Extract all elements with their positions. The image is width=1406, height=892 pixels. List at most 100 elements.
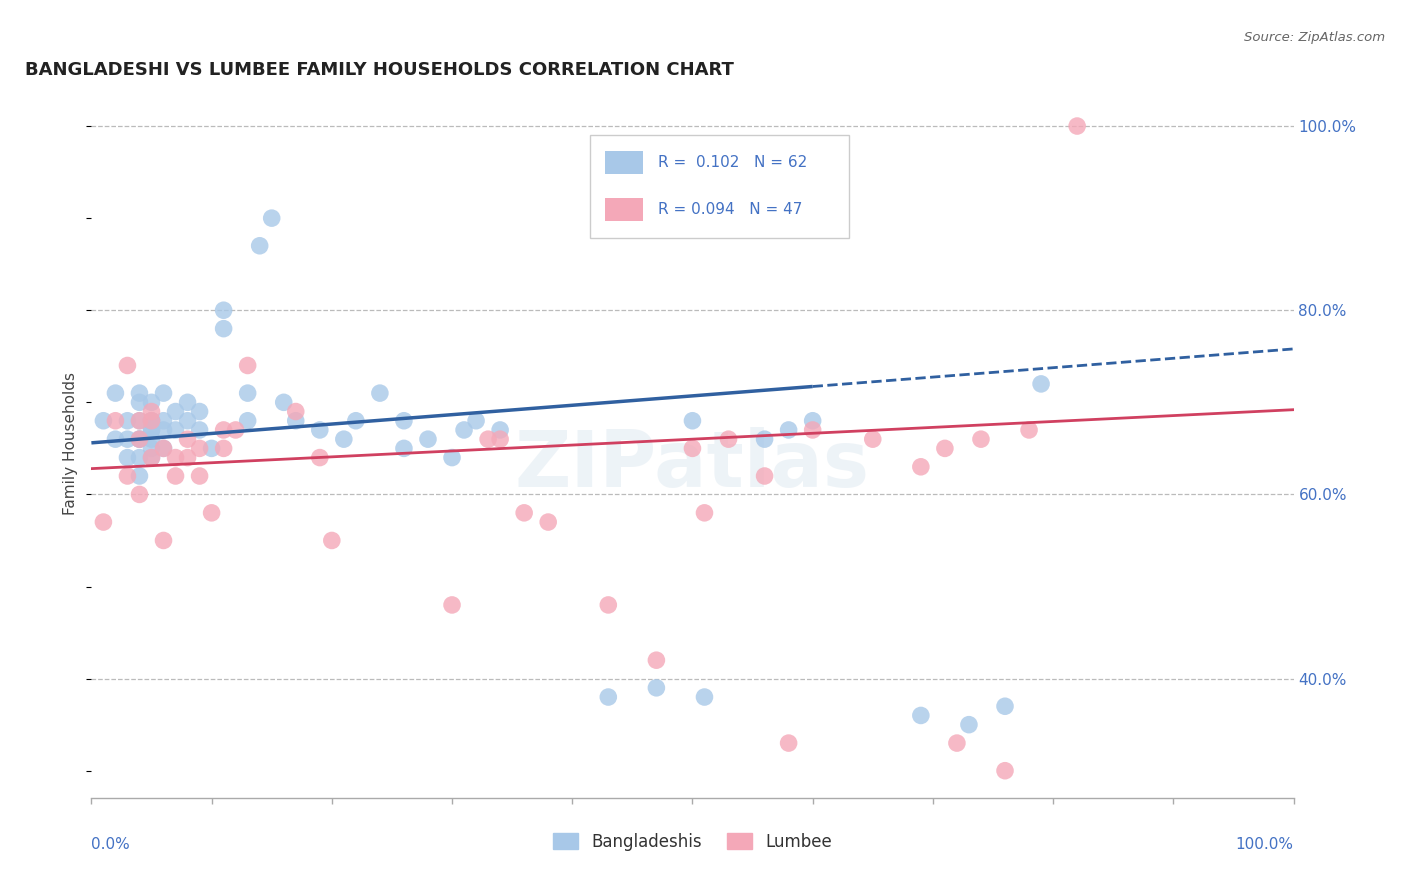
Point bbox=[104, 432, 127, 446]
Point bbox=[141, 423, 163, 437]
Point bbox=[236, 386, 259, 401]
Point bbox=[104, 386, 127, 401]
Point bbox=[141, 395, 163, 409]
Point bbox=[392, 442, 415, 456]
Point bbox=[152, 423, 174, 437]
Point bbox=[598, 690, 620, 704]
Point bbox=[778, 736, 800, 750]
Point bbox=[93, 515, 115, 529]
Point bbox=[344, 414, 367, 428]
Text: ZIPatlas: ZIPatlas bbox=[515, 427, 870, 503]
Point bbox=[117, 469, 139, 483]
Point bbox=[141, 404, 163, 418]
Point bbox=[176, 395, 198, 409]
Point bbox=[212, 442, 235, 456]
Point bbox=[128, 432, 150, 446]
Point bbox=[249, 239, 271, 253]
Point bbox=[754, 469, 776, 483]
Point bbox=[308, 450, 330, 465]
Point bbox=[128, 469, 150, 483]
Point bbox=[416, 432, 439, 446]
Point bbox=[141, 432, 163, 446]
FancyBboxPatch shape bbox=[591, 136, 849, 238]
Point bbox=[308, 423, 330, 437]
Point bbox=[236, 414, 259, 428]
Point bbox=[489, 432, 512, 446]
Point bbox=[165, 423, 187, 437]
Point bbox=[236, 359, 259, 373]
Point bbox=[910, 708, 932, 723]
Point bbox=[152, 414, 174, 428]
Point bbox=[1066, 119, 1088, 133]
Point bbox=[141, 423, 163, 437]
Point bbox=[910, 459, 932, 474]
Point bbox=[117, 450, 139, 465]
Point bbox=[188, 404, 211, 418]
Point bbox=[537, 515, 560, 529]
Point bbox=[225, 423, 247, 437]
Point bbox=[681, 442, 703, 456]
Point bbox=[141, 442, 163, 456]
Point bbox=[489, 423, 512, 437]
Text: Source: ZipAtlas.com: Source: ZipAtlas.com bbox=[1244, 31, 1385, 45]
Point bbox=[994, 699, 1017, 714]
Point bbox=[165, 404, 187, 418]
Point bbox=[128, 450, 150, 465]
Point bbox=[141, 450, 163, 465]
Point bbox=[141, 450, 163, 465]
Point bbox=[165, 469, 187, 483]
Point bbox=[273, 395, 295, 409]
Point bbox=[128, 386, 150, 401]
Point bbox=[862, 432, 884, 446]
Point bbox=[93, 414, 115, 428]
Point bbox=[152, 386, 174, 401]
Point bbox=[117, 432, 139, 446]
Point bbox=[645, 681, 668, 695]
Point bbox=[128, 432, 150, 446]
Y-axis label: Family Households: Family Households bbox=[63, 372, 79, 516]
Point bbox=[128, 414, 150, 428]
Text: R = 0.094   N = 47: R = 0.094 N = 47 bbox=[658, 202, 801, 218]
Point bbox=[201, 506, 224, 520]
Point bbox=[645, 653, 668, 667]
Point bbox=[368, 386, 391, 401]
Point bbox=[260, 211, 283, 226]
Point bbox=[957, 717, 980, 731]
Point bbox=[801, 414, 824, 428]
Point bbox=[152, 533, 174, 548]
Point bbox=[128, 487, 150, 501]
Point bbox=[1029, 376, 1052, 391]
Point bbox=[970, 432, 993, 446]
Point bbox=[104, 414, 127, 428]
Text: 0.0%: 0.0% bbox=[91, 838, 131, 853]
FancyBboxPatch shape bbox=[605, 151, 643, 174]
Text: R =  0.102   N = 62: R = 0.102 N = 62 bbox=[658, 154, 807, 169]
Point bbox=[141, 414, 163, 428]
Point bbox=[778, 423, 800, 437]
Point bbox=[392, 414, 415, 428]
Point bbox=[176, 432, 198, 446]
Point bbox=[693, 690, 716, 704]
Point bbox=[188, 442, 211, 456]
Point bbox=[128, 395, 150, 409]
Point bbox=[141, 414, 163, 428]
Point bbox=[1018, 423, 1040, 437]
Legend: Bangladeshis, Lumbee: Bangladeshis, Lumbee bbox=[547, 826, 838, 857]
Point bbox=[754, 432, 776, 446]
Text: BANGLADESHI VS LUMBEE FAMILY HOUSEHOLDS CORRELATION CHART: BANGLADESHI VS LUMBEE FAMILY HOUSEHOLDS … bbox=[25, 62, 734, 79]
Point bbox=[188, 423, 211, 437]
Point bbox=[117, 414, 139, 428]
Point bbox=[440, 598, 463, 612]
Point bbox=[717, 432, 740, 446]
Point bbox=[465, 414, 488, 428]
Point bbox=[176, 450, 198, 465]
Point bbox=[477, 432, 499, 446]
FancyBboxPatch shape bbox=[605, 198, 643, 221]
Point bbox=[440, 450, 463, 465]
Point bbox=[994, 764, 1017, 778]
Point bbox=[117, 359, 139, 373]
Point bbox=[141, 414, 163, 428]
Point bbox=[128, 432, 150, 446]
Point bbox=[284, 404, 307, 418]
Point bbox=[212, 303, 235, 318]
